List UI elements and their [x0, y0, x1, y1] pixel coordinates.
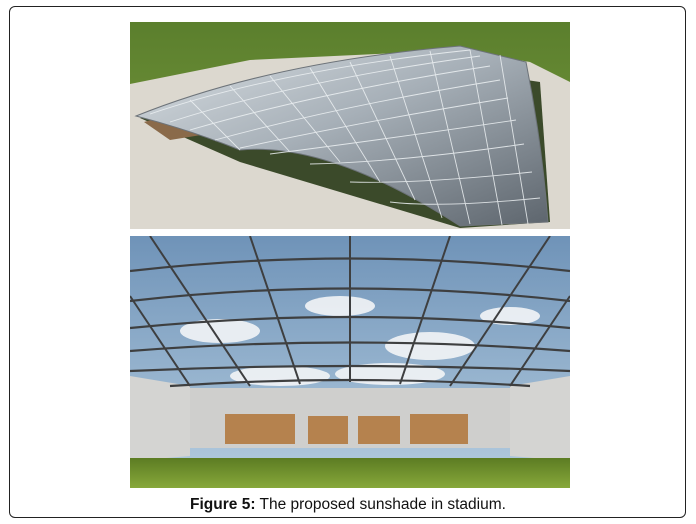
- interior-view-render: [130, 236, 570, 488]
- caption-label: Figure 5:: [190, 496, 256, 513]
- caption-text: The proposed sunshade in stadium.: [255, 496, 506, 513]
- figure-caption: Figure 5: The proposed sunshade in stadi…: [0, 496, 696, 514]
- aerial-view-render: [130, 22, 570, 229]
